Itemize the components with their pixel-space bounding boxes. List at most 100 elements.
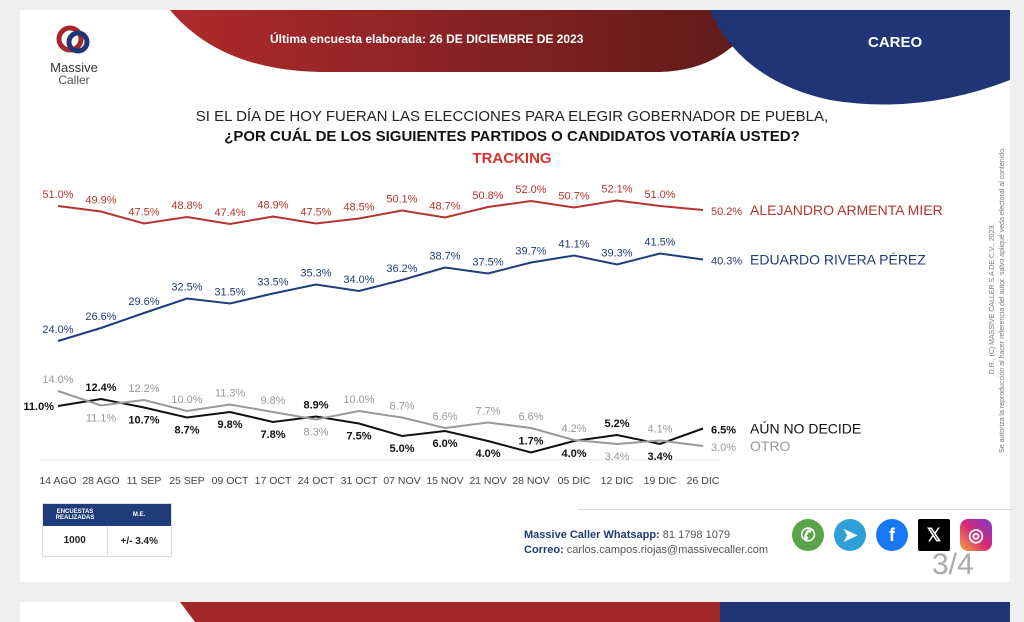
section-title: CAREO — [868, 34, 923, 51]
logo: Massive Caller — [44, 24, 104, 86]
data-label: 47.5% — [300, 207, 331, 219]
copyright-note: D.R., (C) MASSIVE CALLER S.A DE C.V., 20… — [988, 147, 1008, 453]
social-icons: ✆ ➤ f 𝕏 ◎ — [792, 519, 992, 551]
data-label: 6.0% — [432, 438, 457, 450]
data-label: 5.2% — [604, 418, 629, 430]
data-label: 50.7% — [558, 191, 589, 203]
data-label: 39.7% — [515, 246, 546, 258]
data-label: 36.2% — [386, 263, 417, 275]
logo-icon — [56, 25, 90, 54]
whatsapp-icon[interactable]: ✆ — [792, 519, 824, 551]
stats-table: ENCUESTAS REALIZADAS M.E. 1000 +/- 3.4% — [42, 503, 172, 557]
data-label: 48.9% — [257, 200, 288, 212]
data-label: 6.6% — [432, 411, 457, 423]
data-label: 7.7% — [475, 406, 500, 418]
email-label: Correo: — [524, 544, 564, 556]
data-label: 48.8% — [171, 200, 202, 212]
data-label: 6.5% — [711, 425, 736, 437]
series-line-3 — [57, 390, 704, 447]
data-label: 1.7% — [518, 436, 543, 448]
series-label: EDUARDO RIVERA PÉREZ — [750, 252, 926, 268]
surveys-value: 1000 — [43, 526, 108, 556]
x-tick-label: 19 DIC — [644, 475, 677, 487]
logo-text-2: Caller — [58, 73, 90, 87]
data-label: 5.0% — [389, 443, 414, 455]
series-label: AÚN NO DECIDE — [750, 421, 861, 437]
whatsapp-number[interactable]: 81 1798 1079 — [662, 529, 731, 541]
data-label: 29.6% — [128, 296, 159, 308]
x-tick-label: 11 SEP — [127, 475, 162, 487]
data-label: 24.0% — [42, 324, 73, 336]
data-label: 50.2% — [711, 206, 742, 218]
data-label: 9.8% — [217, 419, 242, 431]
copyright-line1: D.R., (C) MASSIVE CALLER S.A DE C.V., 20… — [989, 225, 996, 375]
x-tick-label: 28 NOV — [512, 475, 549, 487]
data-label: 34.0% — [343, 274, 374, 286]
email-address[interactable]: carlos.campos.riojas@massivecaller.com — [566, 544, 769, 556]
x-tick-label: 21 NOV — [469, 475, 506, 487]
series-line-2 — [57, 397, 704, 454]
telegram-icon[interactable]: ➤ — [834, 519, 866, 551]
slide: Massive Caller Última encuesta elaborada… — [20, 10, 1010, 582]
data-label: 4.0% — [475, 448, 500, 460]
data-label: 8.7% — [389, 401, 414, 413]
whatsapp-label: Massive Caller Whatsapp: — [524, 529, 660, 541]
question-line1: SI EL DÍA DE HOY FUERAN LAS ELECCIONES P… — [195, 108, 829, 125]
data-label: 50.8% — [472, 190, 503, 202]
x-tick-label: 24 OCT — [298, 475, 335, 487]
logo-text: Massive — [50, 60, 98, 75]
data-label: 7.8% — [260, 429, 285, 441]
x-tick-label: 25 SEP — [169, 475, 205, 487]
data-label: 11.3% — [215, 388, 246, 400]
divider — [578, 509, 1014, 510]
data-label: 3.0% — [711, 442, 736, 454]
data-label: 8.7% — [174, 425, 199, 437]
data-label: 32.5% — [171, 282, 202, 294]
x-tick-label: 17 OCT — [255, 475, 292, 487]
data-label: 6.6% — [518, 411, 543, 423]
data-label: 52.0% — [515, 184, 546, 196]
data-label: 26.6% — [85, 311, 116, 323]
data-label: 8.9% — [303, 400, 328, 412]
series-label: ALEJANDRO ARMENTA MIER — [750, 202, 943, 218]
data-label: 35.3% — [300, 268, 331, 280]
data-label: 12.2% — [128, 383, 159, 395]
x-tick-label: 14 AGO — [39, 475, 76, 487]
data-label: 31.5% — [214, 287, 245, 299]
instagram-icon[interactable]: ◎ — [960, 519, 992, 551]
data-label: 52.1% — [601, 184, 632, 196]
data-label: 4.1% — [647, 424, 672, 436]
data-label: 41.1% — [558, 239, 589, 251]
data-label: 4.0% — [561, 448, 586, 460]
data-label: 40.3% — [711, 256, 742, 268]
x-tick-label: 26 DIC — [687, 475, 720, 487]
x-icon[interactable]: 𝕏 — [918, 519, 950, 551]
x-tick-label: 09 OCT — [212, 475, 249, 487]
header-graphic — [170, 10, 1010, 105]
x-tick-label: 05 DIC — [558, 475, 591, 487]
data-label: 51.0% — [644, 189, 675, 201]
facebook-icon[interactable]: f — [876, 519, 908, 551]
data-label: 33.5% — [257, 277, 288, 289]
data-label: 48.5% — [343, 202, 374, 214]
data-label: 10.0% — [343, 394, 374, 406]
data-label: 47.4% — [214, 207, 245, 219]
data-label: 11.0% — [23, 401, 54, 413]
data-label: 4.2% — [561, 423, 586, 435]
tracking-label: TRACKING — [472, 150, 552, 167]
data-label: 37.5% — [472, 257, 503, 269]
margin-value: +/- 3.4% — [120, 535, 159, 547]
data-label: 9.8% — [260, 395, 285, 407]
series-line-1 — [57, 252, 704, 342]
data-label: 38.7% — [429, 251, 460, 263]
data-label: 39.3% — [601, 248, 632, 260]
data-label: 48.7% — [429, 201, 460, 213]
data-label: 11.1% — [86, 413, 117, 425]
x-tick-label: 07 NOV — [383, 475, 420, 487]
banner-text: Última encuesta elaborada: 26 DE DICIEMB… — [270, 32, 584, 46]
data-label: 8.3% — [303, 427, 328, 439]
margin-header: M.E. — [132, 512, 146, 518]
copyright-line2: Se autoriza la reproducción al hacer ref… — [999, 147, 1006, 453]
data-label: 47.5% — [128, 207, 159, 219]
question-line2: ¿POR CUÁL DE LOS SIGUIENTES PARTIDOS O C… — [224, 128, 800, 145]
